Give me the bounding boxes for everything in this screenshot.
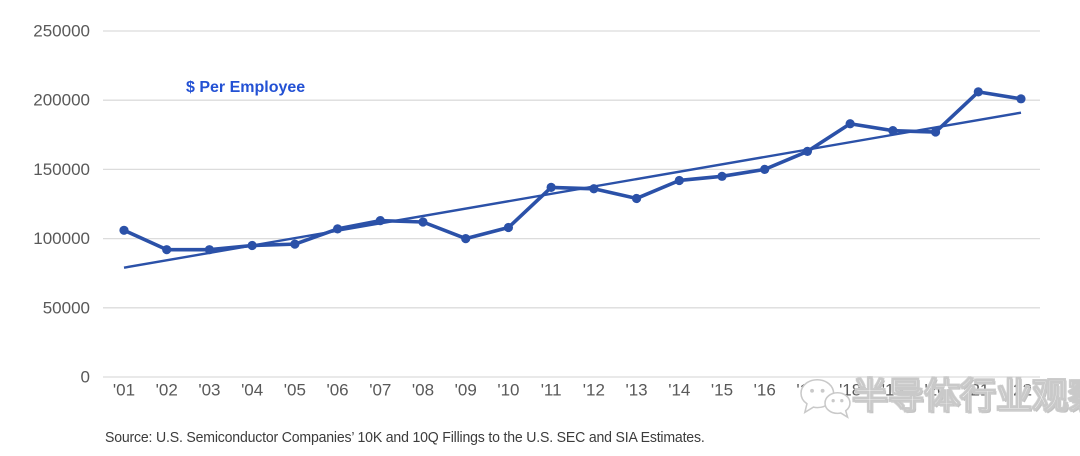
x-axis-label: '19 xyxy=(882,380,904,399)
data-point xyxy=(290,239,300,249)
data-point xyxy=(162,245,172,255)
x-axis-label: '03 xyxy=(198,380,220,399)
x-axis-label: '01 xyxy=(113,380,135,399)
x-axis-label: '10 xyxy=(497,380,519,399)
y-axis-label: 200000 xyxy=(33,91,90,110)
data-point xyxy=(546,182,556,192)
data-point xyxy=(802,146,813,157)
trend-line xyxy=(123,111,1022,269)
x-axis-label: '14 xyxy=(668,380,690,399)
y-axis-label: 0 xyxy=(81,367,90,386)
x-axis-label: '22 xyxy=(1010,380,1032,399)
x-axis-label: '05 xyxy=(284,380,306,399)
data-point xyxy=(204,245,215,255)
y-axis-label: 250000 xyxy=(33,21,90,40)
x-axis-label: '02 xyxy=(156,380,178,399)
data-point xyxy=(1016,94,1026,104)
data-point xyxy=(760,164,770,174)
data-point xyxy=(973,87,983,97)
line-chart: 0 50000 100000 150000 200000 250000 '01 '02 '03 '… xyxy=(33,21,1040,399)
x-axis-label: '18 xyxy=(839,380,861,399)
data-point xyxy=(119,225,129,235)
x-axis-label: '08 xyxy=(412,380,434,399)
x-axis-label: '11 xyxy=(541,380,562,399)
x-axis-label: '12 xyxy=(583,380,605,399)
data-line xyxy=(122,90,1023,252)
data-point xyxy=(418,217,428,227)
y-axis-label: 100000 xyxy=(33,229,90,248)
x-axis-label: '13 xyxy=(625,380,647,399)
data-point xyxy=(461,234,471,244)
x-axis-label: '21 xyxy=(967,380,989,399)
series-label: $ Per Employee xyxy=(186,79,306,96)
x-axis-label: '17 xyxy=(796,380,818,399)
x-axis-label: '07 xyxy=(369,380,391,399)
data-point xyxy=(375,216,385,226)
y-axis-label: 50000 xyxy=(43,298,90,317)
x-axis-label: '20 xyxy=(924,380,946,399)
x-axis-label: '16 xyxy=(754,380,776,399)
data-point xyxy=(503,222,514,233)
data-point xyxy=(717,171,727,181)
x-axis-label: '15 xyxy=(711,380,733,399)
data-point xyxy=(888,126,898,136)
data-point xyxy=(631,193,642,204)
source-note: Source: U.S. Semiconductor Companies’ 10… xyxy=(105,429,705,446)
x-axis-label: '04 xyxy=(241,380,263,399)
data-point xyxy=(589,184,599,194)
x-axis-label: '06 xyxy=(326,380,348,399)
data-point xyxy=(930,127,941,137)
data-point xyxy=(247,240,257,251)
x-axis-label: '09 xyxy=(455,380,477,399)
data-point xyxy=(674,175,684,186)
y-axis-label: 150000 xyxy=(33,160,90,179)
data-point xyxy=(845,119,855,129)
data-point xyxy=(332,224,343,234)
